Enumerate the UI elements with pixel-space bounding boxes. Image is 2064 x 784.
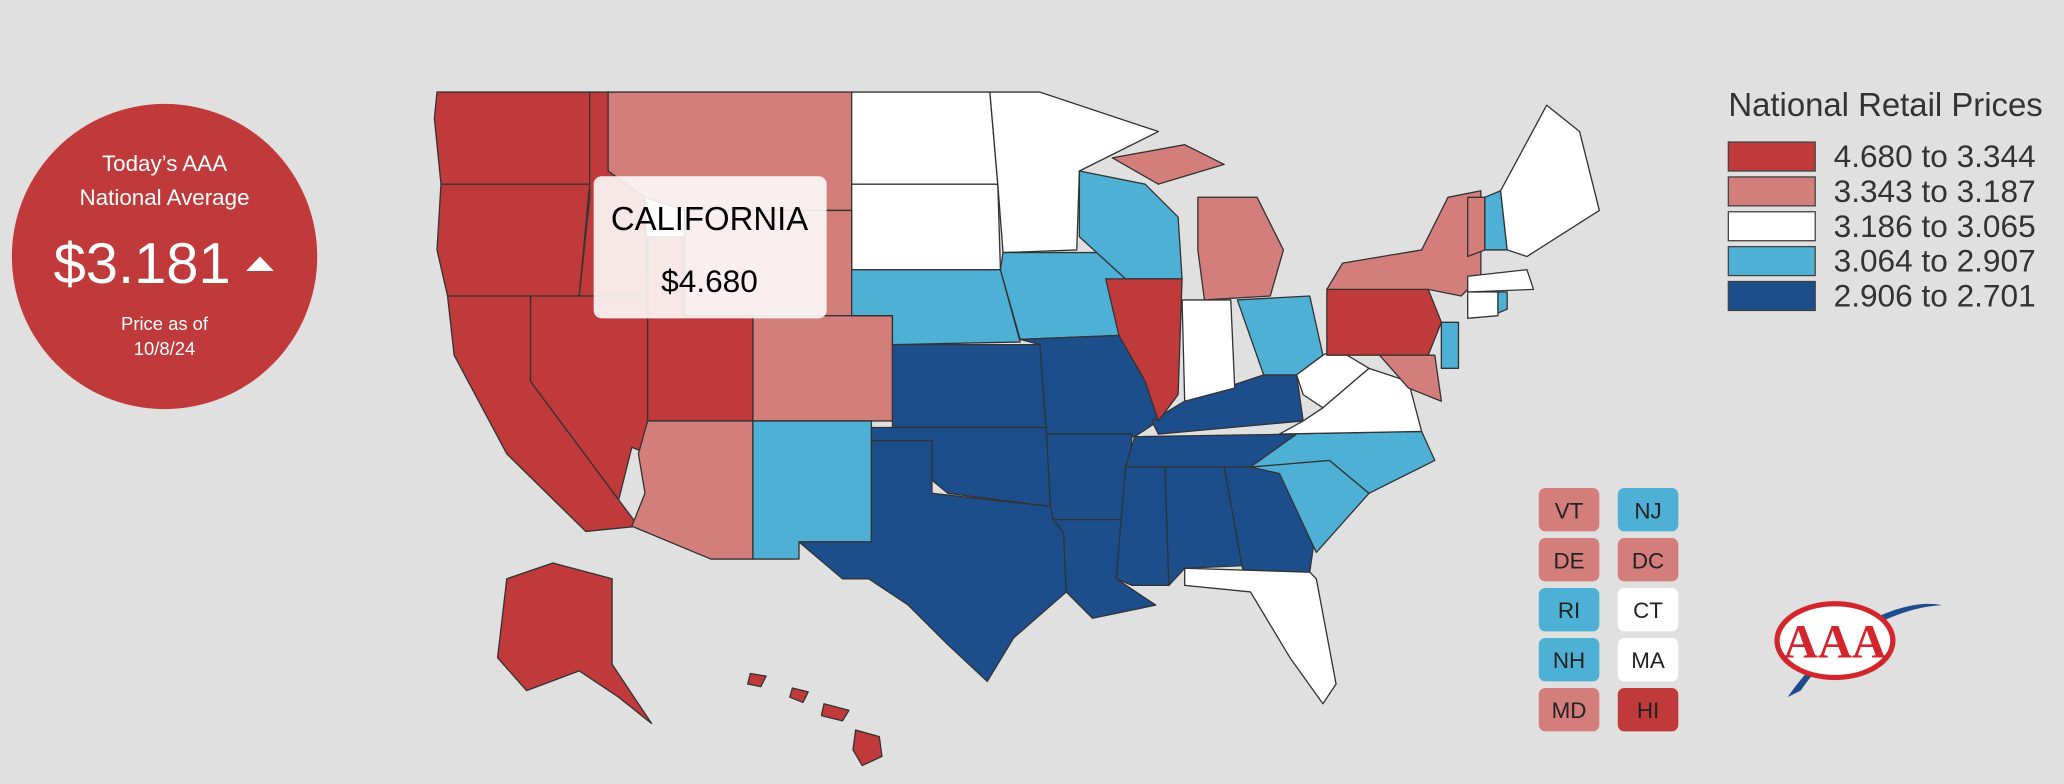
state-button-label: CT [1633,598,1663,623]
state-shape[interactable] [1497,291,1508,314]
state-button-label: HI [1637,698,1659,723]
state-shape[interactable] [752,315,894,422]
legend-label: 4.680 to 3.344 [1834,138,2036,174]
state-shape[interactable] [820,703,850,722]
state-button-label: MD [1552,698,1587,723]
state-shape[interactable] [1045,433,1133,521]
legend-label: 3.343 to 3.187 [1834,173,2036,209]
logo-text: AAA [1784,617,1887,669]
legend-swatch [1727,245,1816,277]
state-shape[interactable] [1467,196,1486,258]
state-shape[interactable] [798,440,1067,683]
state-button-label: DE [1554,548,1585,573]
us-map [433,91,1600,767]
state-shape[interactable] [1326,288,1443,356]
state-button-label: RI [1558,598,1580,623]
state-shape[interactable] [752,420,873,560]
state-shape[interactable] [1115,466,1170,587]
state-button[interactable] [1538,687,1600,732]
logo-oval [1774,601,1896,681]
state-button-label: NJ [1634,498,1661,523]
legend-label: 3.186 to 3.065 [1834,208,2036,244]
state-shape[interactable] [1440,321,1460,369]
legend-swatch [1727,176,1816,207]
state-shape[interactable] [1499,104,1600,258]
state-shape[interactable] [989,91,1160,254]
state-shape[interactable] [789,687,809,704]
legend-title: National Retail Prices [1728,86,2042,123]
state-shape[interactable] [1111,144,1225,185]
tooltip-price: $4.680 [661,263,758,299]
state-button-label: DC [1632,548,1664,573]
state-button[interactable] [1538,488,1600,532]
up-arrow [246,256,274,271]
state-shape[interactable] [1467,269,1535,293]
legend-label: 3.064 to 2.907 [1834,243,2036,279]
state-shape[interactable] [851,91,999,185]
badge-date: 10/8/24 [134,338,195,359]
state-shape[interactable] [852,729,883,767]
state-shape[interactable] [891,343,1048,429]
badge-circle [11,103,318,410]
legend-swatch [1727,280,1816,312]
state-shape[interactable] [747,672,767,688]
state-shape[interactable] [1378,354,1443,402]
badge-title: National Average [80,185,250,210]
state-button-label: NH [1553,648,1585,673]
state-shape[interactable] [1197,196,1285,301]
state-shape[interactable] [496,562,653,725]
state-shape[interactable] [1181,299,1236,402]
state-button[interactable] [1617,488,1679,532]
state-shape[interactable] [1105,278,1183,422]
legend-swatch [1727,141,1816,172]
state-button[interactable] [1617,538,1679,582]
state-button-label: MA [1631,648,1665,673]
tooltip-state: CALIFORNIA [611,200,808,237]
state-button[interactable] [1538,588,1600,632]
state-button[interactable] [1617,637,1679,682]
small-state-buttons: VT NJ DE DC RI CT NH MA MD HI [1538,488,1679,732]
state-shape[interactable] [1467,291,1499,319]
legend-label: 2.906 to 2.701 [1834,278,2036,314]
state-button-label: VT [1555,498,1584,523]
state-button[interactable] [1617,588,1679,632]
legend-swatch [1727,211,1816,242]
state-button[interactable] [1617,687,1679,732]
state-shape[interactable] [1124,433,1298,468]
badge-price: $3.181 [54,232,231,296]
state-shape[interactable] [436,183,591,297]
state-shape[interactable] [1184,567,1337,705]
tooltip-box [593,176,827,319]
aaa-logo: AAA [1774,601,1942,698]
badge-title: Today’s AAA [102,151,227,176]
badge-date: Price as of [121,313,209,334]
state-button[interactable] [1538,637,1600,682]
state-button[interactable] [1538,538,1600,582]
state-shape[interactable] [433,91,591,185]
state-shape[interactable] [851,183,1002,271]
